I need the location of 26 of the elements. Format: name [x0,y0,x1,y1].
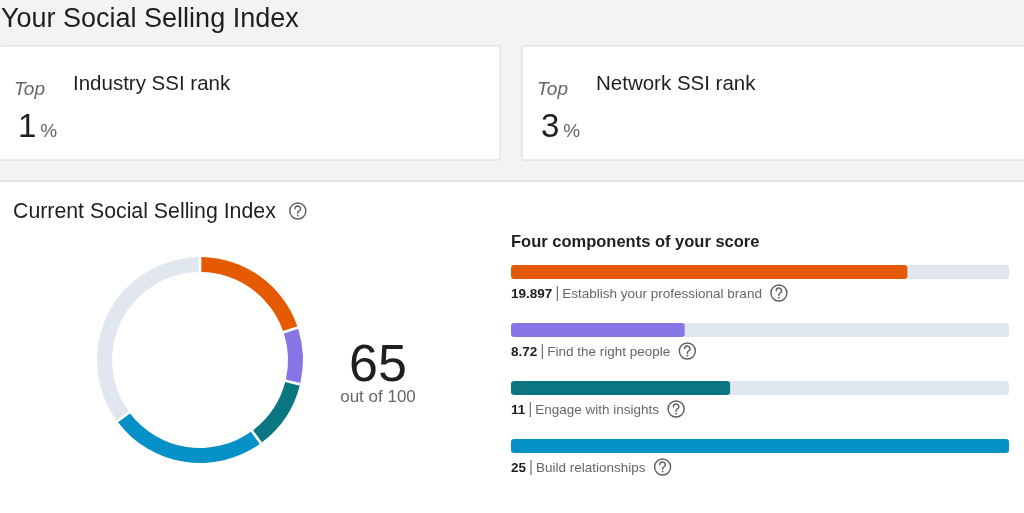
text: out of 100 [340,387,416,406]
text: % [563,120,581,141]
y-tick-label: Build relationships [536,460,646,475]
data-label: 25 [511,460,527,475]
donut-slice [253,382,300,443]
text: 3 [541,107,560,144]
text: % [40,120,58,141]
y-tick-label: Engage with insights [535,402,660,417]
text: Top [537,78,568,99]
text: Network SSI rank [596,71,757,94]
data-label: 8.72 [511,344,538,359]
donut-slice [201,257,298,331]
text: 1 [18,107,37,144]
chart-title: Current Social Selling Index [13,199,277,223]
y-tick-label: Find the right people [547,344,671,359]
donut-slice [283,328,303,384]
text: Industry SSI rank [73,71,231,94]
data-label: 19.897 [511,286,553,301]
y-tick-label: Establish your professional brand [562,286,762,301]
chart-title: Four components of your score [511,232,760,250]
text: Your Social Selling Index [1,3,300,33]
text: Top [14,78,45,99]
donut-slice [118,413,260,463]
donut-slice [97,257,199,421]
bar [511,439,1009,453]
data-label: 11 [511,402,526,417]
